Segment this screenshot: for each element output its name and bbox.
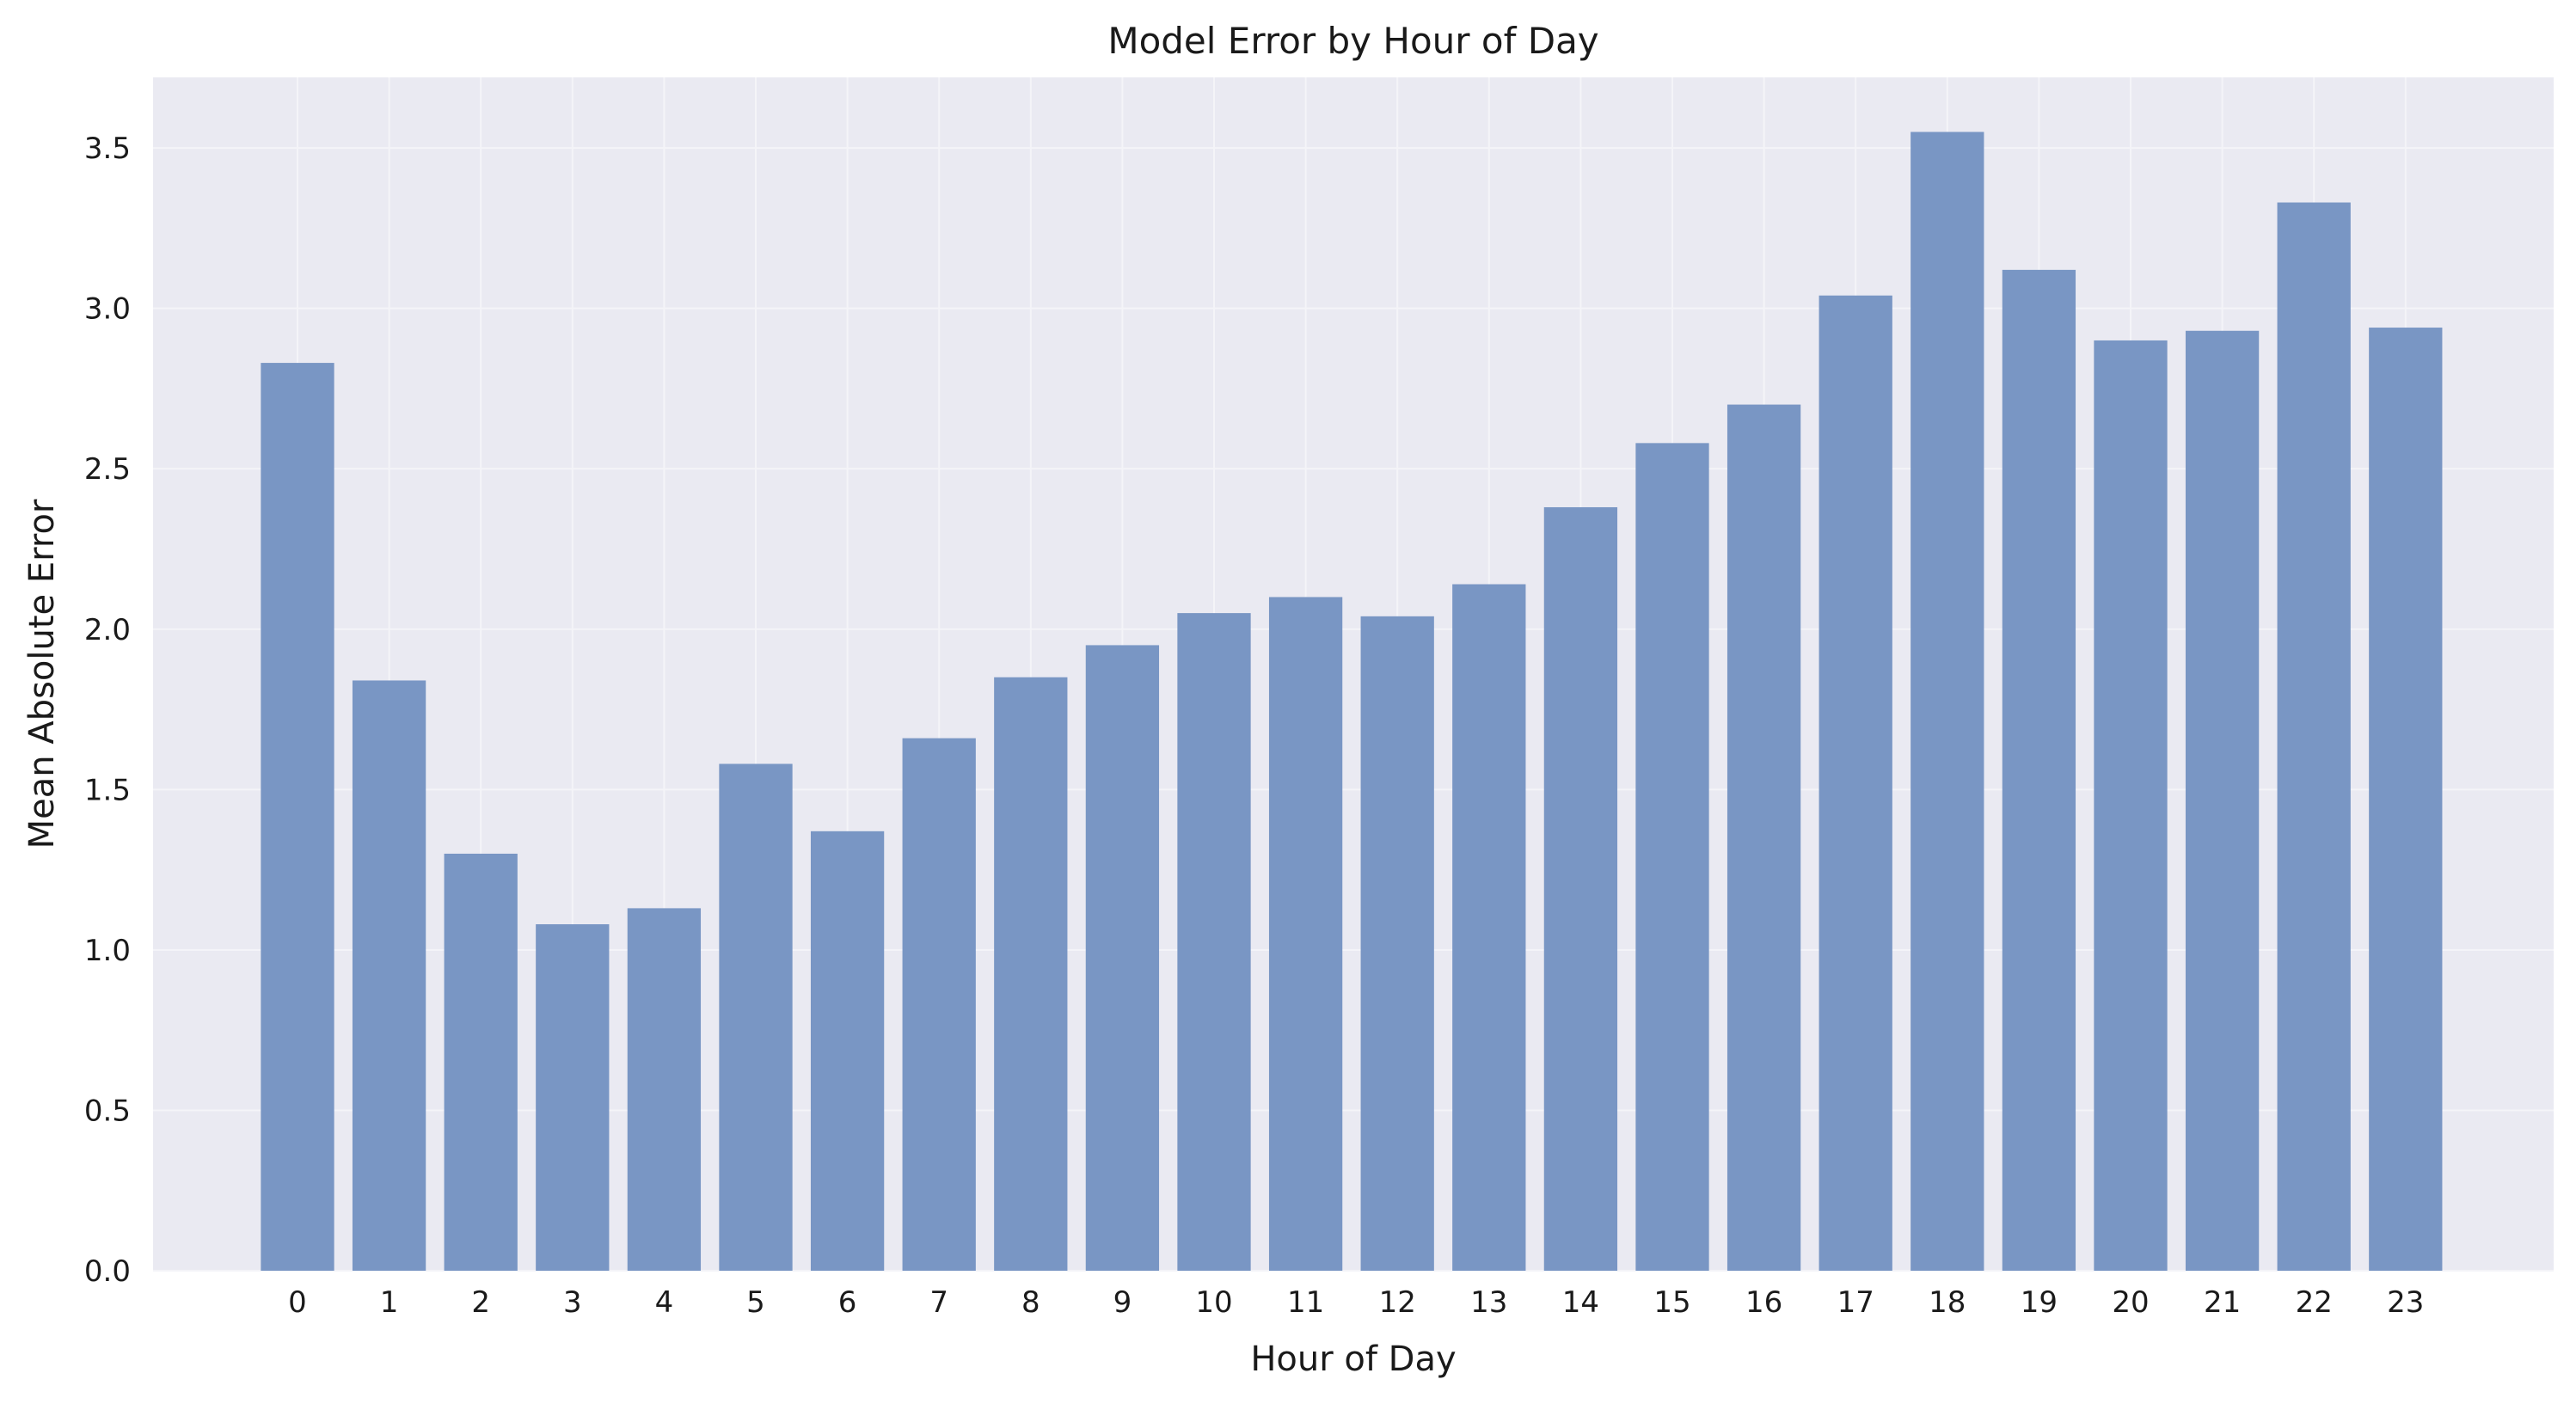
bar-hour-12	[1360, 616, 1434, 1271]
bar-hour-0	[261, 363, 334, 1272]
x-tick-label: 18	[1929, 1285, 1966, 1320]
x-tick-label: 7	[929, 1285, 948, 1320]
bar-hour-19	[2002, 269, 2076, 1271]
x-tick-label: 19	[2021, 1285, 2058, 1320]
y-tick-label: 2.0	[84, 613, 131, 647]
y-tick-label: 0.5	[84, 1094, 131, 1128]
bar-hour-5	[719, 763, 793, 1271]
bar-hour-7	[902, 738, 976, 1271]
x-tick-label: 4	[655, 1285, 674, 1320]
chart-title: Model Error by Hour of Day	[1107, 20, 1598, 62]
bar-hour-18	[1911, 132, 1984, 1271]
bar-hour-20	[2094, 340, 2168, 1271]
bar-hour-9	[1085, 645, 1160, 1271]
x-tick-label: 17	[1837, 1285, 1874, 1320]
y-tick-label: 1.0	[84, 934, 131, 968]
bar-hour-3	[536, 924, 610, 1271]
y-tick-label: 2.5	[84, 452, 131, 487]
bar-hour-14	[1543, 506, 1618, 1271]
bar-hour-23	[2369, 328, 2443, 1272]
bar-hour-8	[994, 677, 1068, 1271]
x-tick-label: 11	[1287, 1285, 1324, 1320]
bar-hour-1	[352, 680, 426, 1271]
y-axis-label: Mean Absolute Error	[22, 499, 62, 849]
bar-hour-15	[1635, 443, 1709, 1271]
y-tick-label: 0.0	[84, 1254, 131, 1289]
x-tick-label: 23	[2387, 1285, 2424, 1320]
x-tick-label: 5	[746, 1285, 765, 1320]
x-tick-label: 22	[2296, 1285, 2333, 1320]
y-tick-label: 3.0	[84, 292, 131, 327]
bar-hour-22	[2277, 202, 2351, 1272]
bar-hour-16	[1727, 404, 1801, 1271]
x-axis-ticks: 0 1 2 3 4 5 6 7 8 9 10 11 12 13 14 15 16 17 18 19 20 21 22 23	[288, 1285, 2424, 1320]
x-tick-label: 8	[1021, 1285, 1040, 1320]
x-axis-label: Hour of Day	[1250, 1340, 1456, 1379]
x-tick-label: 6	[838, 1285, 857, 1320]
bar-hour-11	[1268, 597, 1343, 1271]
bar-hour-17	[1819, 295, 1892, 1271]
x-tick-label: 2	[471, 1285, 490, 1320]
bar-hour-4	[627, 908, 702, 1271]
x-tick-label: 14	[1562, 1285, 1599, 1320]
bar-hour-13	[1452, 584, 1526, 1271]
bar-hour-10	[1177, 613, 1251, 1271]
bar-hour-21	[2185, 330, 2260, 1271]
x-tick-label: 1	[380, 1285, 399, 1320]
y-axis-ticks: 0.0 0.5 1.0 1.5 2.0 2.5 3.0 3.5	[84, 132, 131, 1289]
y-tick-label: 1.5	[84, 773, 131, 807]
x-tick-label: 3	[563, 1285, 582, 1320]
x-tick-label: 10	[1195, 1285, 1232, 1320]
bar-hour-2	[444, 853, 518, 1271]
x-tick-label: 21	[2204, 1285, 2241, 1320]
bars	[261, 132, 2443, 1272]
x-tick-label: 16	[1745, 1285, 1782, 1320]
bar-hour-6	[810, 831, 885, 1271]
x-tick-label: 13	[1470, 1285, 1507, 1320]
x-tick-label: 12	[1379, 1285, 1416, 1320]
x-tick-label: 15	[1653, 1285, 1690, 1320]
x-tick-label: 0	[288, 1285, 307, 1320]
y-tick-label: 3.5	[84, 132, 131, 166]
x-tick-label: 9	[1113, 1285, 1132, 1320]
x-tick-label: 20	[2112, 1285, 2149, 1320]
